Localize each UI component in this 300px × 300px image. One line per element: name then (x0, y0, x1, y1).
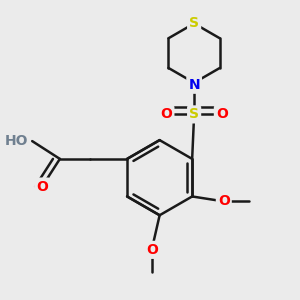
Text: O: O (36, 180, 48, 194)
Text: O: O (160, 107, 172, 122)
Text: N: N (188, 78, 200, 92)
Text: O: O (216, 107, 228, 122)
Text: O: O (146, 243, 158, 257)
Text: S: S (189, 16, 199, 31)
Text: HO: HO (5, 134, 28, 148)
Text: S: S (189, 107, 199, 122)
Text: O: O (218, 194, 230, 208)
